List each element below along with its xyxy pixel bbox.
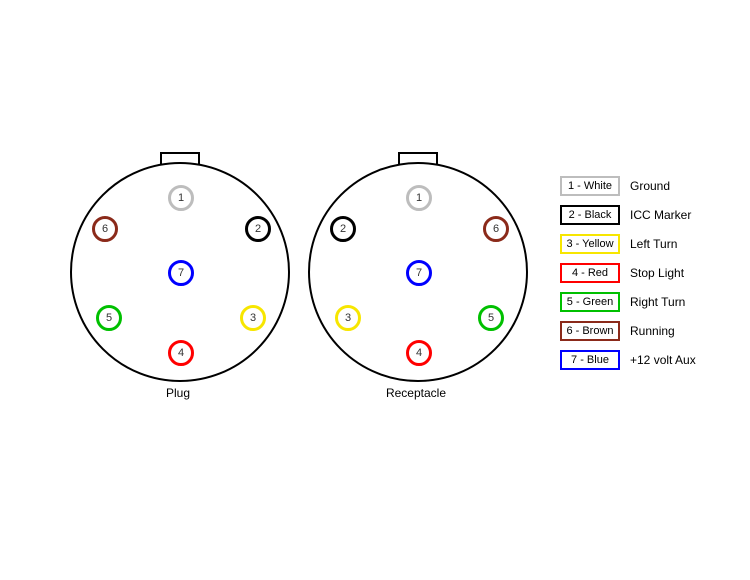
receptacle-pin-2: 2 [330,216,356,242]
plug-pin-4: 4 [168,340,194,366]
legend-label-3: Left Turn [630,237,677,251]
receptacle-pin-7: 7 [406,260,432,286]
legend-row-4: 4 - Red Stop Light [560,262,696,284]
pin-number: 6 [493,223,499,235]
pin-number: 5 [488,312,494,324]
pin-number: 3 [250,312,256,324]
legend-box-4: 4 - Red [560,263,620,283]
pin-number: 7 [178,267,184,279]
receptacle-pin-6: 6 [483,216,509,242]
pin-number: 4 [416,347,422,359]
legend-row-2: 2 - Black ICC Marker [560,204,696,226]
pin-number: 1 [416,192,422,204]
legend-label-5: Right Turn [630,295,685,309]
legend: 1 - White Ground 2 - Black ICC Marker 3 … [560,175,696,378]
plug-pin-2: 2 [245,216,271,242]
receptacle-pin-5: 5 [478,305,504,331]
legend-label-7: +12 volt Aux [630,353,696,367]
plug-pin-7: 7 [168,260,194,286]
legend-row-3: 3 - Yellow Left Turn [560,233,696,255]
plug-label: Plug [128,386,228,400]
legend-label-4: Stop Light [630,266,684,280]
pin-number: 2 [340,223,346,235]
plug-pin-3: 3 [240,305,266,331]
plug-pin-5: 5 [96,305,122,331]
legend-row-6: 6 - Brown Running [560,320,696,342]
legend-row-5: 5 - Green Right Turn [560,291,696,313]
pin-number: 5 [106,312,112,324]
pin-number: 1 [178,192,184,204]
receptacle-pin-1: 1 [406,185,432,211]
legend-row-7: 7 - Blue +12 volt Aux [560,349,696,371]
receptacle-label: Receptacle [366,386,466,400]
plug-pin-6: 6 [92,216,118,242]
pin-number: 3 [345,312,351,324]
legend-label-2: ICC Marker [630,208,691,222]
pin-number: 7 [416,267,422,279]
legend-label-6: Running [630,324,675,338]
legend-label-1: Ground [630,179,670,193]
pin-number: 2 [255,223,261,235]
pin-number: 4 [178,347,184,359]
legend-box-2: 2 - Black [560,205,620,225]
legend-box-5: 5 - Green [560,292,620,312]
receptacle-pin-4: 4 [406,340,432,366]
legend-box-7: 7 - Blue [560,350,620,370]
pin-number: 6 [102,223,108,235]
legend-box-6: 6 - Brown [560,321,620,341]
legend-box-1: 1 - White [560,176,620,196]
receptacle-pin-3: 3 [335,305,361,331]
plug-pin-1: 1 [168,185,194,211]
legend-row-1: 1 - White Ground [560,175,696,197]
diagram-container: 1 2 3 4 5 6 7 Plug 1 2 3 4 5 6 7 Recepta… [0,0,750,580]
legend-box-3: 3 - Yellow [560,234,620,254]
